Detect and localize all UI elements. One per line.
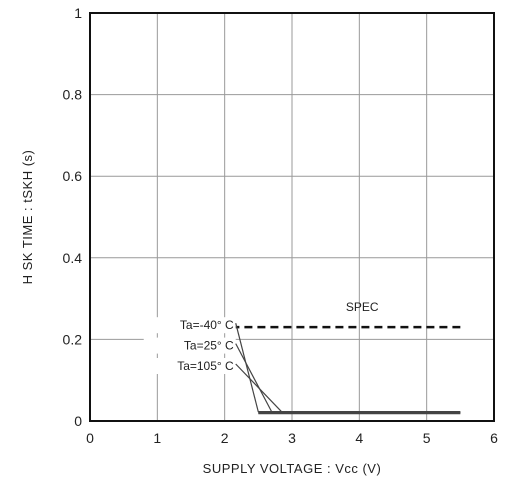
annotation-leader <box>235 363 283 413</box>
x-tick-label: 3 <box>288 430 296 446</box>
y-tick-label: 0.6 <box>63 168 83 184</box>
y-tick-labels: 0 0.2 0.4 0.6 0.8 1 <box>63 5 83 429</box>
y-tick-label: 0.8 <box>63 87 83 103</box>
plot-frame <box>89 12 495 422</box>
annotation-leader <box>235 323 259 413</box>
x-tick-label: 0 <box>86 430 94 446</box>
x-tick-label: 2 <box>221 430 229 446</box>
x-tick-labels: 0 1 2 3 4 5 6 <box>86 430 498 446</box>
y-tick-label: 1 <box>74 5 82 21</box>
annotation-label: Ta=25° C <box>184 339 234 353</box>
spec-label: SPEC <box>346 300 379 314</box>
annotation-bg <box>143 317 236 334</box>
annotation-leader <box>235 343 273 413</box>
y-tick-label: 0 <box>74 413 82 429</box>
x-tick-label: 4 <box>355 430 363 446</box>
x-tick-label: 1 <box>153 430 161 446</box>
x-axis-title: SUPPLY VOLTAGE : Vcc (V) <box>203 461 382 476</box>
series-group <box>258 411 461 415</box>
y-tick-label: 0.2 <box>63 331 83 347</box>
annotation-label: Ta=105° C <box>177 359 234 373</box>
annotation-bg <box>143 337 236 354</box>
annotation-bg <box>143 358 236 374</box>
y-axis-title: H SK TIME : tSKH (s) <box>20 150 35 285</box>
spec-group: SPEC <box>231 300 461 329</box>
x-tick-label: 6 <box>490 430 498 446</box>
annotation-group: Ta=-40° C Ta=25° C Ta=105° C <box>143 317 283 413</box>
x-tick-label: 5 <box>423 430 431 446</box>
y-tick-label: 0.4 <box>63 250 83 266</box>
annotation-label: Ta=-40° C <box>180 318 234 332</box>
